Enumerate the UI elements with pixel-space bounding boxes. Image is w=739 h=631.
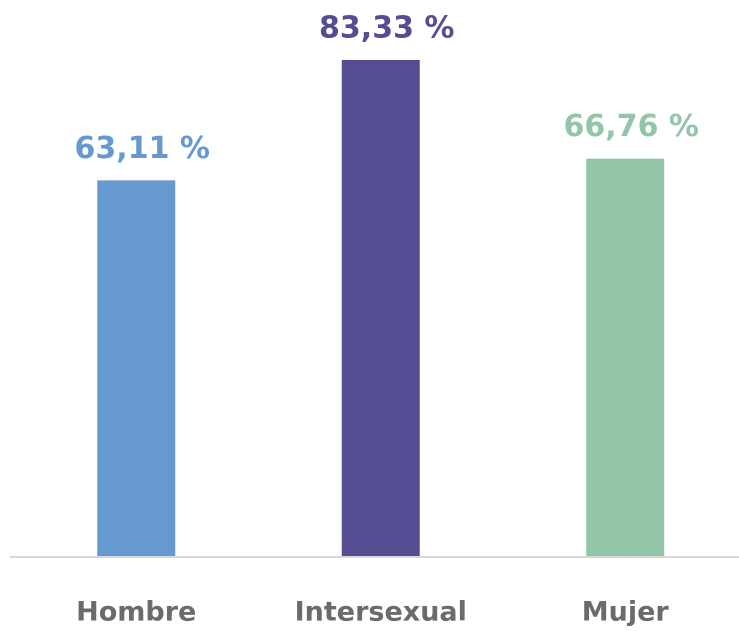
value-label: 66,76 %: [564, 109, 699, 144]
x-tick-label: Mujer: [582, 597, 670, 628]
bar: [341, 60, 420, 556]
x-tick-label: Intersexual: [295, 597, 467, 628]
value-label: 63,11 %: [75, 131, 210, 166]
x-tick-label: Hombre: [76, 597, 196, 628]
value-label: 83,33 %: [319, 11, 454, 46]
bar: [586, 158, 665, 556]
bar: [97, 180, 176, 556]
